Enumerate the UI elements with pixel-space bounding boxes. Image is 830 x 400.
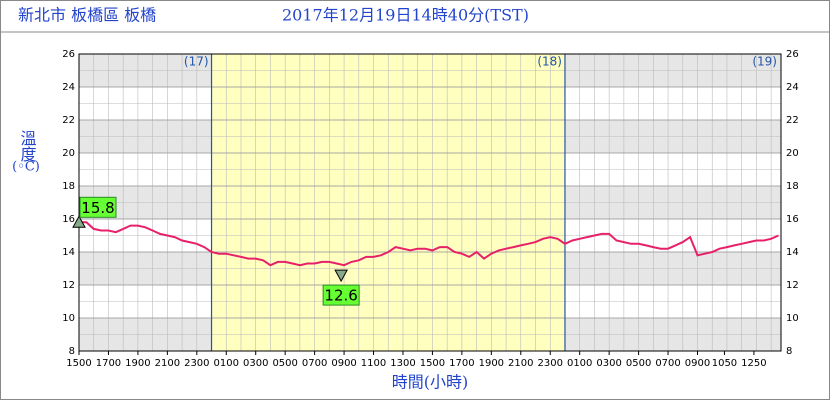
day-label: (18) — [537, 55, 562, 69]
x-tick-label: 0500 — [626, 358, 651, 369]
y-tick-label-right: 24 — [786, 82, 799, 93]
y-tick-label-right: 22 — [786, 115, 799, 126]
plot: 8 8 10 10 12 12 14 14 16 16 18 18 20 20 22 22 24 24 26 26 15… — [62, 49, 798, 369]
chart-title: 新北市 板橋區 板橋 — [18, 6, 156, 25]
y-tick-label-right: 12 — [786, 280, 799, 291]
y-tick-label: 22 — [62, 115, 75, 126]
x-tick-label: 0500 — [272, 358, 297, 369]
x-tick-label: 0900 — [685, 358, 710, 369]
day-label: (19) — [752, 55, 777, 69]
y-tick-label: 20 — [62, 148, 75, 159]
x-tick-label: 0700 — [302, 358, 327, 369]
x-tick-label: 1900 — [125, 358, 150, 369]
x-tick-label: 0100 — [214, 358, 239, 369]
x-tick-label: 2300 — [538, 358, 563, 369]
x-tick-label: 0100 — [567, 358, 592, 369]
day-label: (17) — [184, 55, 209, 69]
y-axis-unit: (◦C) — [12, 160, 40, 175]
y-tick-label: 24 — [62, 82, 75, 93]
y-tick-label: 26 — [62, 49, 75, 60]
plot-border — [78, 53, 782, 352]
annotation-marker — [334, 269, 348, 283]
x-tick-label: 1300 — [390, 358, 415, 369]
x-tick-label: 1100 — [361, 358, 386, 369]
y-tick-label-right: 18 — [786, 181, 799, 192]
x-tick-label: 0300 — [596, 358, 621, 369]
x-tick-label: 1700 — [96, 358, 121, 369]
y-tick-label-right: 14 — [786, 247, 799, 258]
y-tick-label-right: 20 — [786, 148, 799, 159]
y-tick-label: 14 — [62, 247, 75, 258]
x-tick-label: 1250 — [741, 358, 766, 369]
temperature-line — [79, 221, 779, 267]
y-tick-label-right: 16 — [786, 214, 799, 225]
annotation-box — [322, 284, 360, 306]
x-tick-label: 1050 — [712, 358, 737, 369]
x-tick-label: 1900 — [479, 358, 504, 369]
y-tick-label: 10 — [62, 313, 75, 324]
x-tick-label: 1700 — [449, 358, 474, 369]
x-axis-label: 時間(小時) — [392, 373, 469, 392]
y-tick-label: 12 — [62, 280, 75, 291]
y-tick-label: 18 — [62, 181, 75, 192]
y-tick-label: 8 — [69, 346, 75, 357]
y-tick-label-right: 10 — [786, 313, 799, 324]
x-tick-label: 0900 — [331, 358, 356, 369]
x-tick-label: 2300 — [184, 358, 209, 369]
annotation-label: 12.6 — [324, 287, 357, 305]
y-tick-label-right: 26 — [786, 49, 799, 60]
y-tick-label: 16 — [62, 214, 75, 225]
chart-subtitle: 2017年12月19日14時40分(TST) — [282, 6, 529, 25]
x-tick-label: 0700 — [655, 358, 680, 369]
x-tick-label: 2100 — [508, 358, 533, 369]
annotation-label: 15.8 — [81, 199, 114, 217]
x-tick-label: 0300 — [243, 358, 268, 369]
x-tick-label: 1500 — [66, 358, 91, 369]
annotation-marker — [72, 215, 86, 228]
y-axis-label: 溫度 — [18, 130, 37, 162]
x-tick-label: 2100 — [155, 358, 180, 369]
y-tick-label-right: 8 — [786, 346, 792, 357]
annotation-box — [79, 196, 117, 218]
x-tick-label: 1500 — [420, 358, 445, 369]
